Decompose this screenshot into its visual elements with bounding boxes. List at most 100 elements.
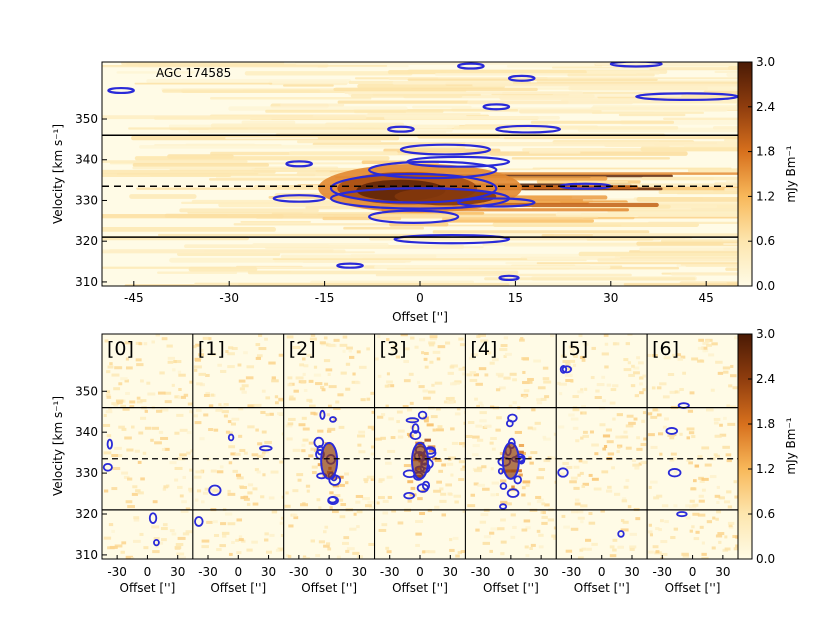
emission-pixel	[204, 487, 213, 491]
emission-pixel	[243, 451, 248, 455]
panel-label: [2]	[289, 338, 316, 360]
emission-pixel	[625, 424, 634, 428]
contour	[327, 495, 339, 506]
emission-pixel	[280, 533, 284, 537]
emission-pixel	[541, 521, 548, 525]
x-tick-label: 0	[234, 565, 242, 579]
emission-pixel	[529, 461, 534, 465]
emission-pixel	[682, 554, 689, 558]
emission-pixel	[121, 471, 129, 475]
emission-pixel	[292, 489, 299, 493]
emission-pixel	[392, 345, 397, 349]
emission-pixel	[158, 430, 164, 434]
emission-pixel	[143, 342, 148, 346]
emission-pixel	[216, 470, 224, 474]
emission-pixel	[118, 425, 125, 429]
emission-pixel	[517, 450, 524, 454]
emission-pixel	[195, 358, 201, 362]
emission-pixel	[680, 355, 686, 359]
bottom-colorbar-label: mJy Bm⁻¹	[784, 417, 798, 474]
emission-pixel	[492, 358, 499, 362]
emission-pixel	[339, 483, 345, 487]
emission-pixel	[228, 461, 233, 465]
bottom-panel-5: [5] -30 0 30 Offset ['']	[555, 333, 648, 595]
emission-pixel	[174, 395, 180, 399]
contour	[387, 125, 415, 133]
emission-pixel	[285, 554, 290, 558]
emission-pixel	[327, 404, 332, 408]
emission-core-contour	[501, 441, 520, 480]
emission-pixel	[174, 466, 183, 470]
emission-pixel	[573, 363, 577, 367]
emission-pixel	[586, 547, 592, 551]
emission-pixel	[698, 476, 704, 480]
emission-pixel	[329, 491, 334, 495]
emission-streak	[552, 66, 738, 69]
emission-pixel	[476, 404, 480, 408]
panel-emission-map	[193, 334, 284, 556]
emission-pixel	[450, 382, 457, 386]
top-panel-title: AGC 174585	[156, 66, 231, 80]
emission-pixel	[534, 421, 541, 425]
emission-pixel	[636, 356, 641, 360]
emission-pixel	[536, 529, 541, 533]
emission-pixel	[440, 492, 447, 496]
emission-pixel	[118, 454, 123, 458]
emission-pixel	[103, 423, 111, 427]
emission-pixel	[591, 477, 599, 481]
emission-pixel	[482, 487, 490, 491]
emission-pixel	[564, 373, 573, 377]
emission-pixel	[691, 525, 695, 529]
emission-pixel	[198, 372, 207, 376]
emission-pixel	[129, 400, 136, 404]
emission-streak	[240, 221, 311, 223]
emission-pixel	[391, 509, 397, 513]
emission-streak	[636, 241, 738, 246]
emission-pixel	[716, 510, 722, 514]
emission-pixel	[623, 430, 628, 434]
emission-streak	[532, 167, 732, 170]
emission-streak	[712, 126, 738, 130]
emission-pixel	[577, 473, 581, 477]
emission-pixel	[595, 389, 600, 393]
top-y-ticks: 310 320 330 340 350	[75, 112, 107, 289]
contour	[368, 209, 460, 224]
emission-pixel	[616, 413, 623, 417]
emission-pixel	[574, 498, 580, 502]
emission-pixel	[732, 535, 738, 539]
panel-label: [1]	[198, 338, 225, 360]
emission-pixel	[315, 382, 323, 386]
emission-pixel	[355, 494, 364, 498]
emission-pixel	[489, 441, 494, 445]
emission-pixel	[699, 479, 705, 483]
emission-pixel	[195, 343, 200, 347]
emission-pixel	[112, 467, 121, 471]
emission-pixel	[591, 443, 599, 447]
emission-pixel	[434, 459, 442, 463]
emission-pixel	[340, 371, 347, 375]
emission-pixel	[531, 408, 536, 412]
emission-pixel	[497, 374, 504, 378]
emission-pixel	[287, 422, 294, 426]
contour	[399, 143, 492, 156]
emission-pixel	[185, 507, 191, 511]
emission-pixel	[536, 500, 542, 504]
x-tick-label: 30	[624, 565, 639, 579]
emission-pixel	[317, 429, 324, 433]
emission-pixel	[582, 482, 589, 486]
emission-pixel	[594, 395, 602, 399]
emission-pixel	[470, 493, 476, 497]
emission-pixel	[499, 386, 506, 390]
emission-pixel	[421, 351, 425, 355]
emission-pixel	[293, 389, 299, 393]
emission-pixel	[238, 407, 244, 411]
emission-pixel	[584, 538, 592, 542]
emission-pixel	[366, 397, 371, 401]
x-tick-label: -30	[380, 565, 400, 579]
emission-pixel	[562, 461, 569, 465]
emission-pixel	[491, 481, 499, 485]
emission-pixel	[472, 453, 479, 457]
emission-pixel	[308, 441, 316, 445]
emission-pixel	[640, 461, 648, 465]
emission-pixel	[160, 527, 168, 531]
